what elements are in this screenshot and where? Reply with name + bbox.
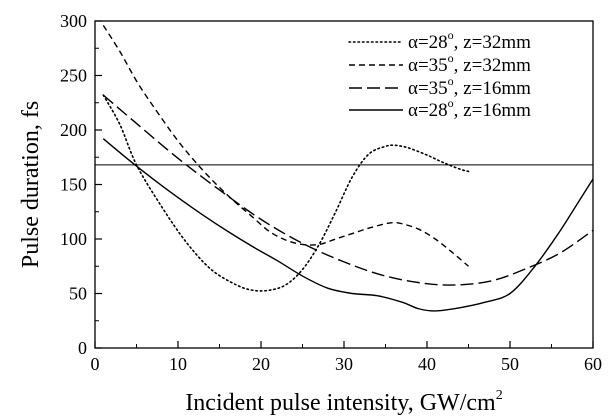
series-line-4 bbox=[102, 138, 594, 312]
legend-label-main: α=35 bbox=[408, 78, 448, 99]
legend-label-main: α=28 bbox=[408, 32, 448, 53]
x-tick-label-50: 50 bbox=[501, 354, 519, 374]
x-axis-label-text: Incident pulse intensity, GW/cm bbox=[185, 390, 496, 416]
legend-label-rest: , z=16mm bbox=[454, 78, 531, 99]
legend-label-rest: , z=32mm bbox=[454, 32, 531, 53]
x-axis-label: Incident pulse intensity, GW/cm2 bbox=[185, 388, 502, 416]
y-tick-label-250: 250 bbox=[60, 66, 87, 86]
x-tick-label-0: 0 bbox=[91, 354, 100, 374]
legend-label-2: α=35o, z=32mm bbox=[408, 51, 531, 76]
ticks-layer: 0 10 20 30 40 50 60 0 50 100 150 200 250 300 bbox=[60, 11, 602, 374]
legend-label-degree: o bbox=[448, 96, 454, 110]
y-axis-label: Pulse duration, fs bbox=[18, 101, 44, 268]
series-line-3 bbox=[102, 94, 594, 286]
legend-label-3: α=35o, z=16mm bbox=[408, 74, 531, 99]
y-tick-label-300: 300 bbox=[60, 11, 87, 31]
legend-label-1: α=28o, z=32mm bbox=[408, 28, 531, 53]
x-tick-label-40: 40 bbox=[418, 354, 436, 374]
legend-label-degree: o bbox=[448, 28, 454, 42]
x-tick-label-10: 10 bbox=[169, 354, 187, 374]
legend-label-rest: , z=16mm bbox=[454, 100, 531, 121]
series-line-2 bbox=[102, 24, 469, 267]
series-line-1 bbox=[102, 94, 470, 292]
legend-label-main: α=35 bbox=[408, 55, 448, 76]
x-tick-label-60: 60 bbox=[584, 354, 602, 374]
series-layer bbox=[102, 24, 594, 312]
legend-label-4: α=28o, z=16mm bbox=[408, 96, 531, 121]
x-tick-label-30: 30 bbox=[335, 354, 353, 374]
y-tick-label-150: 150 bbox=[60, 175, 87, 195]
legend-label-main: α=28 bbox=[408, 100, 448, 121]
legend-label-rest: , z=32mm bbox=[454, 55, 531, 76]
legend-label-degree: o bbox=[448, 74, 454, 88]
y-tick-label-0: 0 bbox=[78, 338, 87, 358]
x-tick-label-20: 20 bbox=[252, 354, 270, 374]
x-axis-label-superscript: 2 bbox=[496, 388, 503, 403]
y-tick-label-200: 200 bbox=[60, 120, 87, 140]
legend-label-degree: o bbox=[448, 51, 454, 65]
y-tick-label-100: 100 bbox=[60, 229, 87, 249]
y-tick-label-50: 50 bbox=[69, 284, 87, 304]
